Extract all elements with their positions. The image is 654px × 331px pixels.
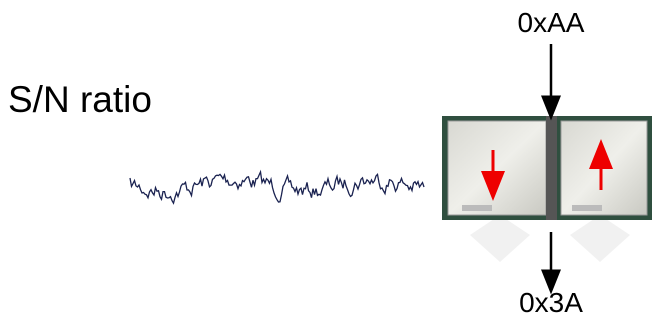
noise-signal (130, 172, 424, 203)
page: S/N ratio 0xAA 0x3A (() => { const data … (0, 0, 654, 326)
chip-left (442, 116, 552, 220)
separator (546, 116, 557, 220)
diagram: S/N ratio 0xAA 0x3A (0, 0, 654, 326)
input-label: 0xAA (518, 7, 585, 38)
output-label: 0x3A (519, 287, 583, 318)
title: S/N ratio (8, 79, 152, 120)
chip-right (556, 116, 652, 220)
